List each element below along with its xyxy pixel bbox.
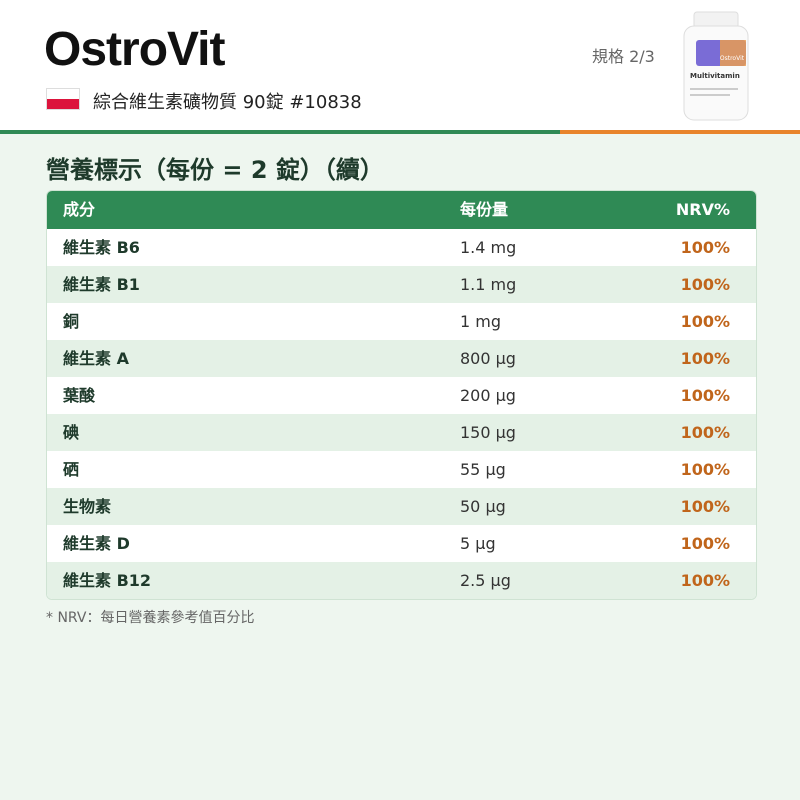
table-row: 維生素 B1 1.1 mg 100% [47,266,756,303]
table-row: 生物素 50 µg 100% [47,488,756,525]
table-row: 碘 150 µg 100% [47,414,756,451]
product-name: 綜合維生素礦物質 90錠 #10838 [93,92,362,113]
nrv: 100% [680,349,730,368]
nrv: 100% [680,571,730,590]
amount: 1 mg [460,312,502,331]
amount: 200 µg [460,386,516,405]
bottle-brand: OstroVit [720,55,745,62]
nrv: 100% [680,534,730,553]
table-header: 成分 每份量 NRV% [47,191,756,229]
nrv: 100% [680,386,730,405]
amount: 150 µg [460,423,516,442]
ingredient: 維生素 B6 [63,238,140,257]
column-header: 成分 [63,200,96,219]
table-row: 維生素 D 5 µg 100% [47,525,756,562]
table-row: 葉酸 200 µg 100% [47,377,756,414]
amount: 1.4 mg [460,238,517,257]
page-indicator: 規格 2/3 [592,47,655,66]
ingredient: 維生素 A [63,349,129,368]
ingredient: 碘 [63,423,80,442]
ingredient: 維生素 B12 [63,571,152,590]
flag [46,88,80,110]
nrv: 100% [680,460,730,479]
accent-bar [560,130,800,134]
ingredient: 葉酸 [63,386,96,405]
header [0,0,800,130]
ingredient: 硒 [63,460,80,479]
column-header: 每份量 [460,200,509,219]
amount: 800 µg [460,349,516,368]
brand-logo: OstroVit [44,23,225,76]
table-row: 維生素 B12 2.5 µg 100% [47,562,756,599]
table-row: 硒 55 µg 100% [47,451,756,488]
section-title: 營養標示（每份 = 2 錠）（續） [46,156,384,184]
nrv: 100% [680,238,730,257]
accent-bar [0,130,560,134]
amount: 55 µg [460,460,506,479]
amount: 50 µg [460,497,506,516]
ingredient: 銅 [63,312,80,331]
amount: 2.5 µg [460,571,511,590]
amount: 1.1 mg [460,275,517,294]
nutrition-table: 成分 每份量 NRV% 維生素 B6 1.4 mg 100% 維生素 B1 1.1 mg… [46,190,757,600]
bottle-name: Multivitamin [690,72,740,80]
nrv: 100% [680,423,730,442]
ingredient: 維生素 B1 [63,275,140,294]
column-header: NRV% [675,200,730,219]
ingredient: 維生素 D [63,534,130,553]
nrv: 100% [680,275,730,294]
footnote: * NRV：每日營養素參考值百分比 [46,610,255,626]
table-row: 維生素 B6 1.4 mg 100% [47,229,756,266]
ingredient: 生物素 [63,497,112,516]
table-row: 銅 1 mg 100% [47,303,756,340]
amount: 5 µg [460,534,496,553]
table-row: 維生素 A 800 µg 100% [47,340,756,377]
nrv: 100% [680,497,730,516]
nrv: 100% [680,312,730,331]
product-image: OstroVit Multivitamin [683,11,749,121]
